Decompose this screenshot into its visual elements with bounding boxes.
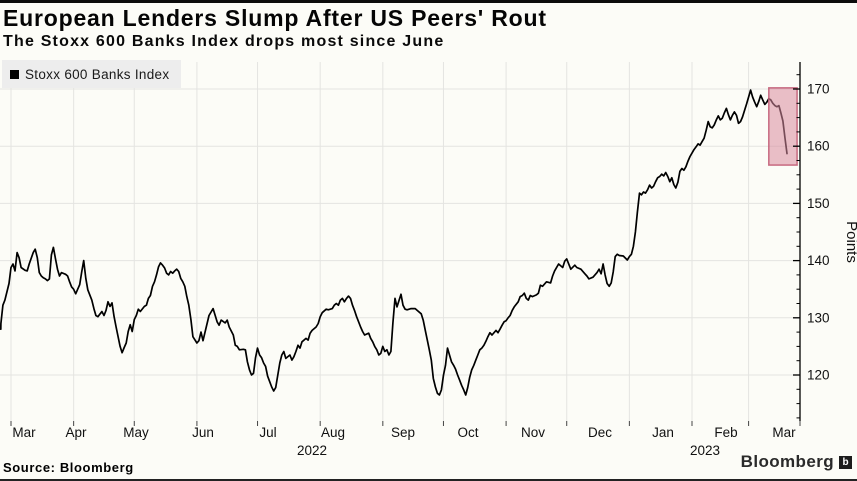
- x-month-label: Jul: [259, 425, 276, 440]
- chart-legend: Stoxx 600 Banks Index: [2, 60, 182, 88]
- y-tick-label: 170: [807, 82, 830, 97]
- x-month-label: Jun: [192, 425, 214, 440]
- chart-subtitle: The Stoxx 600 Banks Index drops most sin…: [3, 33, 445, 50]
- x-month-label: Oct: [457, 425, 478, 440]
- x-month-label: Mar: [12, 425, 36, 440]
- x-month-label: Sep: [391, 425, 415, 440]
- legend-label: Stoxx 600 Banks Index: [25, 66, 170, 82]
- x-month-label: Dec: [588, 425, 612, 440]
- x-month-label: Mar: [772, 425, 796, 440]
- legend-swatch-icon: [10, 69, 19, 79]
- bloomberg-brand: Bloomberg b: [741, 452, 852, 472]
- y-tick-label: 120: [807, 368, 830, 383]
- y-tick-label: 150: [807, 196, 830, 211]
- y-tick-label: 130: [807, 310, 830, 325]
- y-tick-label: 140: [807, 253, 830, 268]
- x-month-label: Jan: [652, 425, 674, 440]
- y-tick-label: 160: [807, 139, 830, 154]
- x-month-label: Apr: [65, 425, 87, 440]
- x-month-label: May: [123, 425, 149, 440]
- top-accent-bar: [0, 0, 857, 3]
- bottom-accent-bar: [0, 479, 857, 481]
- series-line-stoxx-600-banks-index: [0, 89, 788, 396]
- chart-title: European Lenders Slump After US Peers' R…: [3, 5, 547, 31]
- highlight-box: [768, 87, 798, 166]
- y-axis-title: Points: [843, 221, 857, 263]
- x-month-label: Nov: [521, 425, 545, 440]
- source-credit: Source: Bloomberg: [3, 460, 134, 475]
- x-year-label: 2022: [297, 443, 327, 458]
- x-month-label: Aug: [321, 425, 345, 440]
- bloomberg-wordmark: Bloomberg: [740, 452, 834, 471]
- x-year-label: 2023: [690, 443, 720, 458]
- x-month-label: Feb: [714, 425, 737, 440]
- bloomberg-logo-icon: b: [839, 455, 852, 469]
